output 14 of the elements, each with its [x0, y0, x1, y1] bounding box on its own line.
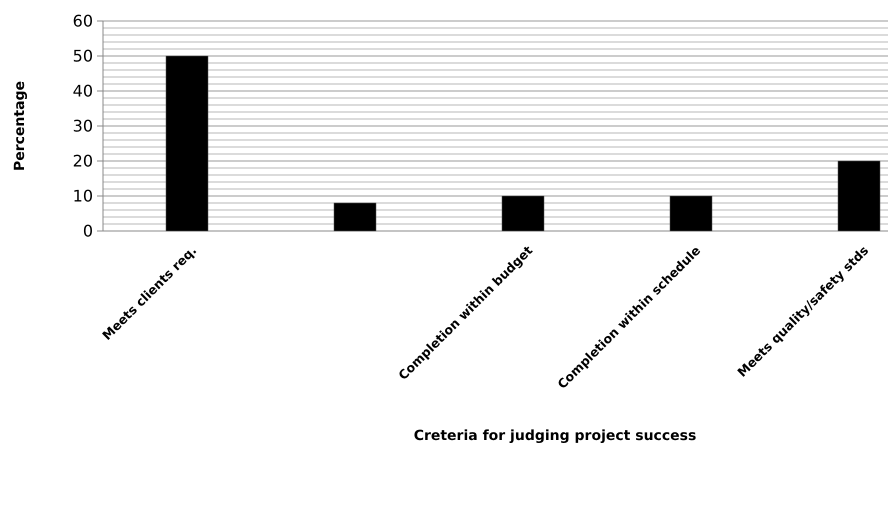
x-axis-title: Creteria for judging project success: [414, 428, 696, 444]
y-tick-label: 50: [72, 46, 93, 66]
bar: [334, 202, 376, 232]
bar: [670, 196, 712, 232]
y-tick-label: 30: [72, 116, 93, 136]
y-tick-label: 60: [72, 12, 93, 31]
y-tick-label: 10: [72, 186, 93, 206]
bar: [166, 56, 208, 232]
y-axis-title: Percentage: [12, 80, 28, 172]
bar: [502, 196, 544, 232]
bar: [838, 160, 880, 232]
y-tick-label: 0: [82, 222, 93, 241]
y-tick-label: 20: [72, 152, 93, 171]
y-tick-label: 40: [72, 82, 93, 101]
